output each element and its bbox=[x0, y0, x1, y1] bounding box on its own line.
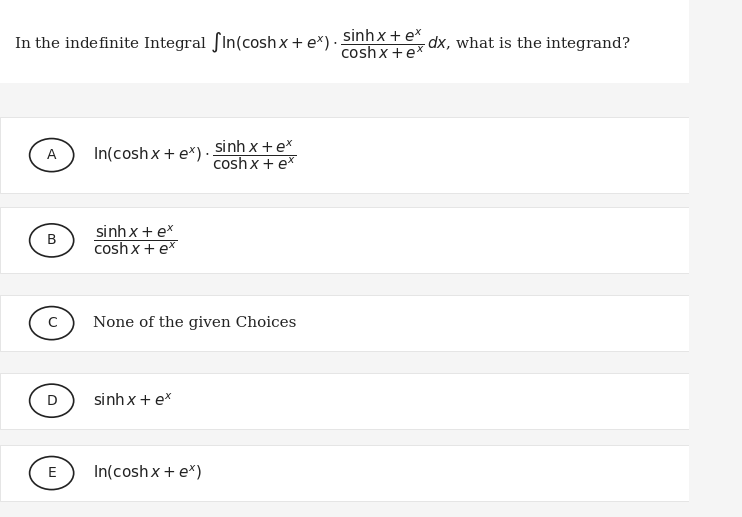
Text: C: C bbox=[47, 316, 56, 330]
Text: B: B bbox=[47, 233, 56, 248]
Circle shape bbox=[30, 307, 73, 340]
Circle shape bbox=[30, 384, 73, 417]
FancyBboxPatch shape bbox=[0, 295, 689, 351]
Text: $\sinh x + e^x$: $\sinh x + e^x$ bbox=[93, 392, 173, 409]
FancyBboxPatch shape bbox=[0, 0, 689, 83]
FancyBboxPatch shape bbox=[0, 445, 689, 501]
Circle shape bbox=[30, 224, 73, 257]
FancyBboxPatch shape bbox=[0, 207, 689, 273]
Text: In the indefinite Integral $\int \ln(\cosh x + e^x)\cdot\dfrac{\sinh x + e^x}{\c: In the indefinite Integral $\int \ln(\co… bbox=[14, 27, 631, 61]
Text: D: D bbox=[46, 393, 57, 408]
Circle shape bbox=[30, 139, 73, 172]
Text: A: A bbox=[47, 148, 56, 162]
Text: None of the given Choices: None of the given Choices bbox=[93, 316, 296, 330]
Circle shape bbox=[30, 457, 73, 490]
Text: $\dfrac{\sinh x + e^x}{\cosh x + e^x}$: $\dfrac{\sinh x + e^x}{\cosh x + e^x}$ bbox=[93, 223, 177, 257]
FancyBboxPatch shape bbox=[0, 117, 689, 193]
Text: E: E bbox=[47, 466, 56, 480]
Text: $\ln(\cosh x + e^x)\cdot\dfrac{\sinh x + e^x}{\cosh x + e^x}$: $\ln(\cosh x + e^x)\cdot\dfrac{\sinh x +… bbox=[93, 138, 297, 172]
FancyBboxPatch shape bbox=[0, 373, 689, 429]
Text: $\ln(\cosh x + e^x)$: $\ln(\cosh x + e^x)$ bbox=[93, 464, 202, 482]
